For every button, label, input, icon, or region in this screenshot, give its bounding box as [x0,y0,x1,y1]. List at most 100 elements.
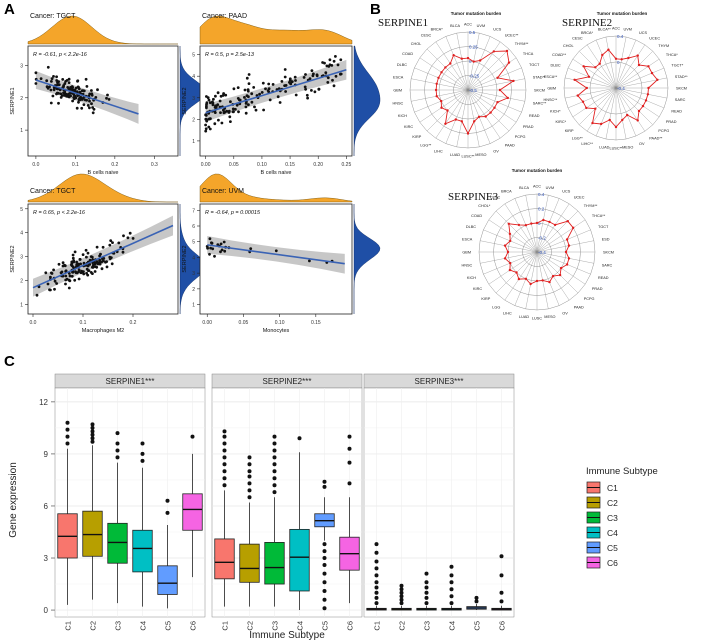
data-point [267,82,271,86]
outlier-point [140,441,145,446]
y-tick-label: 3 [20,63,23,69]
outlier-point [399,597,404,602]
radar-spoke [615,67,665,89]
outlier-point [272,462,277,467]
data-point [213,122,217,126]
data-point [98,262,102,266]
data-point [90,89,93,92]
top-density [27,15,178,45]
radar-axis-label: UCS [562,190,570,194]
outlier-point [424,601,429,606]
outlier-point [140,451,145,456]
regression-line [205,68,347,114]
data-point [271,83,275,86]
radar-point [440,71,443,74]
radar-point [517,223,521,227]
data-point [214,106,218,110]
data-point [51,94,55,98]
data-point [336,63,340,67]
legend-title: Immune Subtype [586,466,658,477]
x-tick-label: 0.3 [151,162,158,168]
data-point [258,92,261,96]
data-point [211,247,215,251]
data-point [107,98,111,101]
radar-spoke [467,89,480,147]
data-point [88,258,92,262]
facet-title: SERPINE3*** [415,377,464,386]
x-tick-label: 0.2 [130,320,137,326]
outlier-point [322,606,327,611]
data-point [64,274,68,278]
data-point [328,63,332,67]
box-C6 [491,554,512,611]
data-point [212,97,215,101]
outlier-point [115,431,120,436]
data-point [108,243,112,247]
data-point [261,81,265,85]
data-point [220,248,224,252]
outlier-point [247,488,252,493]
radar-spoke [536,195,549,253]
data-point [62,94,66,97]
x-axis-label: Macrophages M2 [82,328,125,334]
data-point [208,237,212,241]
radar-point [647,86,650,90]
data-point [70,263,73,267]
radar-spoke [536,251,591,275]
data-point [310,89,313,92]
radar-spoke [536,198,560,253]
outlier-point [499,590,504,595]
data-point [68,91,72,95]
legend-item-c5: C5 [586,541,618,554]
radar-spoke [615,87,646,132]
radar-point [489,111,492,114]
radar-axis-label: CHOL [411,42,422,46]
radar-axis-label: CHOL* [478,204,491,208]
data-point [86,251,90,255]
outlier-point [222,462,227,467]
radar-spoke [615,87,653,125]
y-tick-label: 5 [20,207,23,213]
data-point [78,90,82,94]
radar-gene-name: SERPINE2 [562,17,612,29]
data-point [63,82,67,85]
data-point [90,102,93,106]
data-point [238,98,241,102]
radar-point [508,268,512,272]
data-point [245,76,249,80]
data-point [315,73,319,77]
data-point [334,74,338,78]
outlier-point [499,554,504,559]
radar-axis-label: OV [639,142,645,146]
data-point [339,72,343,76]
radar-axis-label: PAAD [505,143,515,147]
radar-axis-label: PRAD [666,120,677,124]
data-point [249,247,253,251]
y-tick-label: 3 [192,96,195,102]
data-point [268,98,272,102]
radar-spoke [426,48,469,91]
data-point [82,270,85,274]
radar-point [477,115,481,119]
outlier-point [247,469,252,474]
box-C4 [441,564,462,611]
data-point [283,68,287,71]
data-point [250,92,254,96]
radar-axis-label: TGCT [598,225,609,229]
data-point [289,82,293,86]
scatter-plot-3: 0.0 0.1 0.2 1 2 3 4 5 Cancer: TGCT R = 0.65, p < … [10,173,207,334]
radar-point [506,96,509,100]
radar-axis-label: MESO [622,145,633,149]
data-point [218,99,222,103]
radar-axis-label: CHOL [563,44,574,48]
outlier-point [424,590,429,595]
radar-spoke [536,240,594,253]
outlier-point [272,441,277,446]
radar-point [444,122,447,126]
outlier-point [222,455,227,460]
data-point [61,261,65,265]
data-point [95,260,99,263]
radar-spoke [567,87,617,109]
data-point [70,85,74,88]
radar-point [435,82,438,86]
